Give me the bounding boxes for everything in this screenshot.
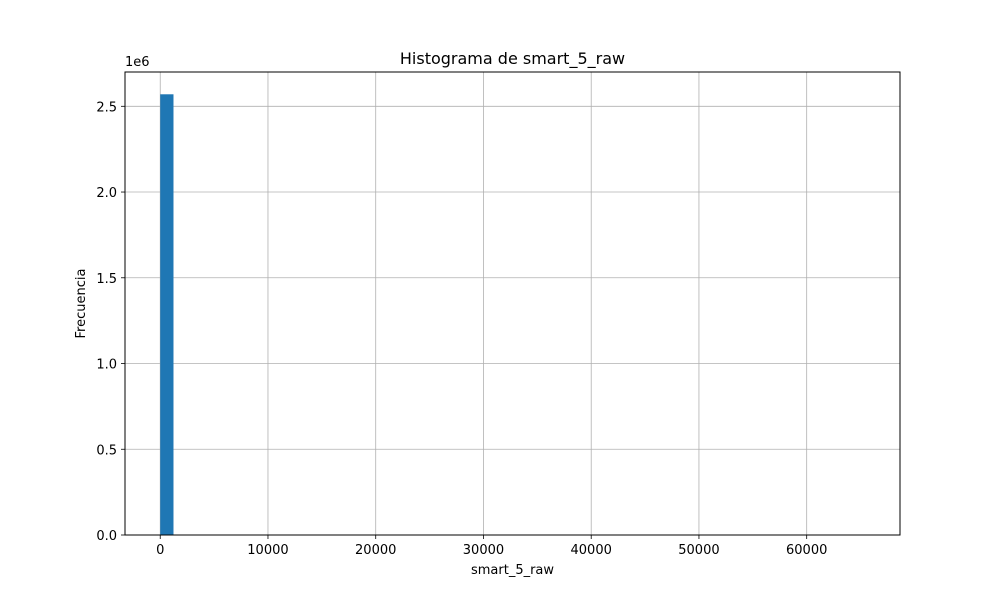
plot-area-frame [124, 71, 901, 536]
y-axis-offset-label: 1e6 [125, 55, 150, 70]
x-tick-label: 0 [156, 543, 164, 558]
y-axis-label: Frecuencia [74, 269, 89, 339]
y-tick-label: 0.5 [96, 443, 117, 458]
grid-lines [125, 72, 900, 536]
histogram-bar [160, 94, 174, 535]
x-tick-label: 10000 [247, 543, 288, 558]
y-axis-ticks: 0.0 0.5 1.0 1.5 2.0 2.5 [96, 100, 125, 544]
x-tick-label: 60000 [786, 543, 827, 558]
y-tick-label: 2.0 [96, 186, 117, 201]
x-axis-label: smart_5_raw [471, 563, 554, 578]
x-tick-label: 30000 [463, 543, 504, 558]
x-tick-label: 50000 [678, 543, 719, 558]
chart-title: Histograma de smart_5_raw [400, 49, 625, 69]
x-tick-label: 20000 [355, 543, 396, 558]
y-tick-label: 1.5 [96, 272, 117, 287]
x-axis-ticks: 0 10000 20000 30000 40000 50000 60000 [156, 535, 827, 558]
y-tick-label: 1.0 [96, 358, 117, 373]
y-tick-label: 2.5 [96, 100, 117, 115]
y-tick-label: 0.0 [96, 529, 117, 544]
x-tick-label: 40000 [571, 543, 612, 558]
histogram-bars [160, 94, 174, 535]
